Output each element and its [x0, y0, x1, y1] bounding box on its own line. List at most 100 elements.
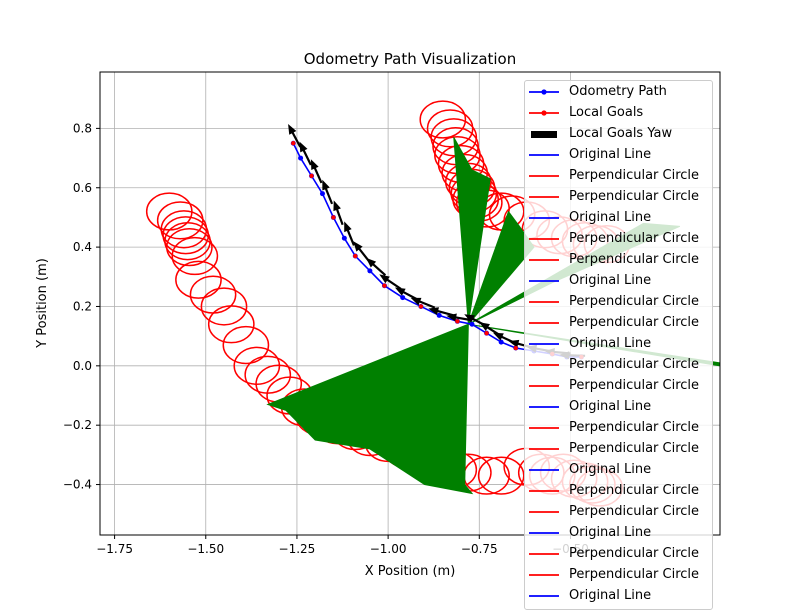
yaw-arrow-head	[379, 274, 390, 284]
legend-label: Perpendicular Circle	[569, 483, 700, 498]
x-tick-label: −0.75	[461, 542, 498, 556]
yaw-arrow-head	[288, 124, 297, 135]
x-axis-label: X Position (m)	[365, 564, 456, 579]
legend-label: Local Goals	[569, 105, 644, 120]
legend-item: Perpendicular Circle	[529, 186, 699, 207]
x-tick-label: −1.25	[279, 542, 316, 556]
legend-swatch	[529, 174, 559, 177]
legend-swatch	[529, 468, 559, 471]
legend-item: Original Line	[529, 333, 651, 354]
y-tick-label: 0.0	[73, 359, 92, 373]
legend-swatch	[529, 594, 559, 597]
legend: Odometry Path Local Goals Local Goals Yaw O…	[524, 80, 713, 610]
local-goal-point	[382, 283, 387, 288]
legend-swatch	[529, 153, 559, 156]
yaw-arrow-head	[366, 257, 377, 268]
legend-swatch	[529, 321, 559, 324]
legend-swatch	[529, 258, 559, 261]
legend-item: Original Line	[529, 144, 651, 165]
local-goal-point	[291, 141, 296, 146]
legend-swatch	[529, 363, 559, 366]
legend-item: Perpendicular Circle	[529, 375, 699, 396]
legend-swatch	[529, 300, 559, 303]
legend-item: Original Line	[529, 522, 651, 543]
legend-item: Perpendicular Circle	[529, 291, 699, 312]
x-tick-label: −1.00	[370, 542, 407, 556]
legend-swatch	[529, 531, 559, 534]
legend-swatch	[529, 109, 559, 116]
odometry-point	[367, 268, 373, 274]
legend-swatch	[529, 426, 559, 429]
y-tick-label: −0.2	[63, 418, 92, 432]
legend-label: Original Line	[569, 588, 652, 603]
legend-item: Original Line	[529, 585, 651, 606]
legend-label: Perpendicular Circle	[569, 504, 700, 519]
legend-swatch	[529, 216, 559, 219]
legend-label: Perpendicular Circle	[569, 252, 700, 267]
x-tick-label: −1.50	[187, 542, 224, 556]
legend-item: Original Line	[529, 207, 651, 228]
legend-swatch	[529, 195, 559, 198]
local-goal-point	[418, 304, 424, 309]
yaw-arrow-head	[428, 307, 440, 315]
legend-marker-swatch	[541, 109, 547, 116]
legend-item: Perpendicular Circle	[529, 165, 699, 186]
perpendicular-circle	[165, 227, 213, 267]
local-goal-point	[353, 253, 358, 259]
legend-label: Original Line	[569, 273, 652, 288]
local-goal-point	[455, 319, 460, 324]
yaw-arrow-head	[464, 314, 475, 323]
legend-label: Original Line	[569, 399, 652, 414]
odometry-point	[400, 295, 406, 301]
direction-wedge	[266, 323, 474, 495]
legend-swatch	[529, 279, 559, 282]
legend-item: Odometry Path	[529, 81, 667, 102]
legend-item: Perpendicular Circle	[529, 228, 699, 249]
legend-swatch	[529, 237, 559, 240]
legend-swatch	[529, 405, 559, 408]
yaw-arrow-head	[333, 200, 341, 212]
y-tick-label: −0.4	[63, 478, 92, 492]
legend-swatch	[529, 552, 559, 555]
chart-title: Odometry Path Visualization	[304, 50, 517, 68]
legend-label: Perpendicular Circle	[569, 315, 700, 330]
odometry-point	[319, 191, 325, 197]
direction-wedge	[467, 210, 535, 325]
legend-item: Perpendicular Circle	[529, 312, 699, 333]
legend-item: Perpendicular Circle	[529, 438, 699, 459]
legend-item: Original Line	[529, 270, 651, 291]
legend-label: Original Line	[569, 525, 652, 540]
y-tick-label: 0.2	[73, 299, 92, 313]
legend-arrow-swatch	[531, 130, 557, 138]
x-axis: −1.75−1.50−1.25−1.00−0.75−0.50	[96, 535, 589, 556]
perpendicular-circle	[207, 305, 255, 344]
yaw-arrow-head	[493, 332, 504, 341]
local-goal-point	[513, 345, 518, 351]
odometry-point	[469, 321, 475, 327]
perpendicular-circle	[200, 287, 248, 326]
local-goal-point	[484, 330, 489, 336]
perpendicular-circle	[244, 355, 292, 394]
y-tick-label: 0.6	[73, 181, 92, 195]
legend-item: Perpendicular Circle	[529, 480, 699, 501]
legend-label: Perpendicular Circle	[569, 441, 700, 456]
legend-label: Perpendicular Circle	[569, 189, 700, 204]
legend-swatch	[529, 447, 559, 450]
odometry-point	[436, 312, 442, 318]
legend-label: Perpendicular Circle	[569, 546, 700, 561]
legend-label: Perpendicular Circle	[569, 567, 700, 582]
legend-item: Perpendicular Circle	[529, 501, 699, 522]
yaw-arrow-head	[322, 179, 330, 191]
legend-label: Perpendicular Circle	[569, 231, 700, 246]
legend-item: Original Line	[529, 396, 651, 417]
legend-label: Odometry Path	[569, 84, 667, 99]
yaw-arrow-head	[299, 141, 308, 153]
yaw-arrow-head	[353, 241, 363, 252]
legend-swatch	[529, 573, 559, 576]
odometry-point	[498, 339, 504, 345]
legend-item: Perpendicular Circle	[529, 543, 699, 564]
yaw-arrow-head	[310, 159, 319, 170]
legend-label: Perpendicular Circle	[569, 378, 700, 393]
yaw-arrow-head	[344, 221, 352, 233]
legend-swatch	[529, 384, 559, 387]
